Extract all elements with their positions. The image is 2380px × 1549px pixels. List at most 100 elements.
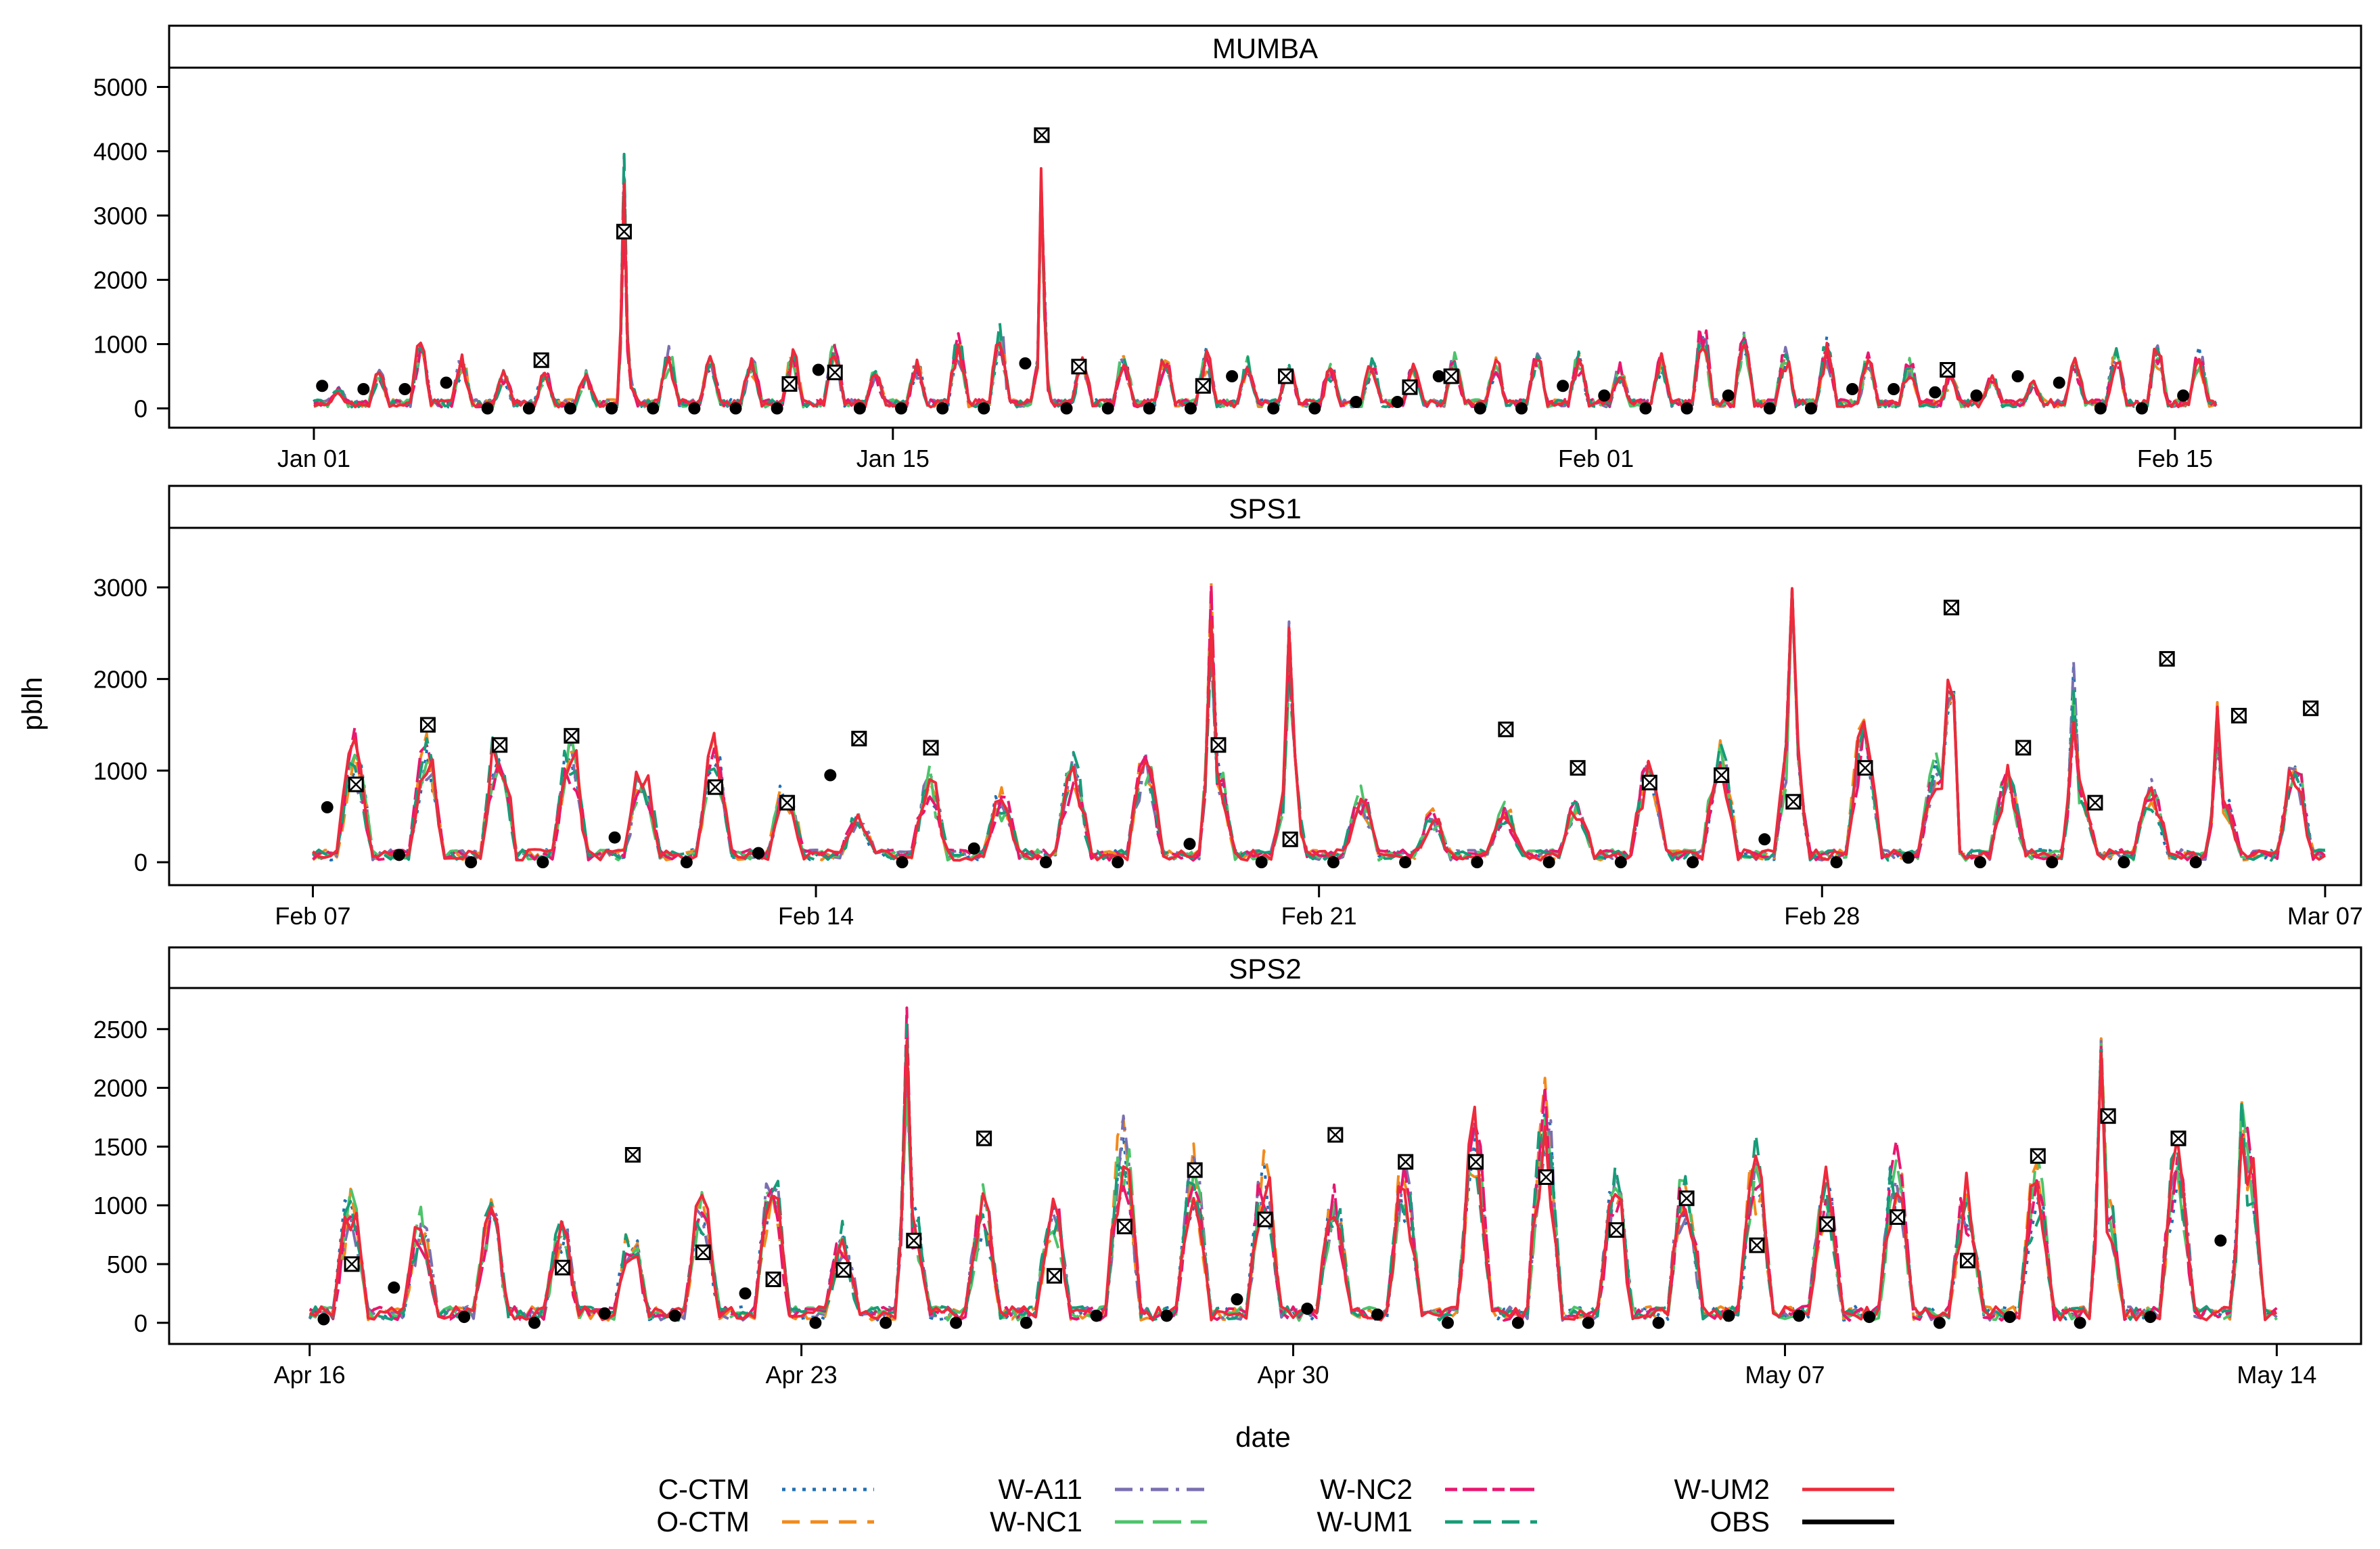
obs-marker-cross [1642, 775, 1657, 790]
obs-point-night [522, 402, 535, 415]
obs-point-day [1210, 737, 1227, 753]
legend-label: OBS [1710, 1506, 1770, 1537]
obs-marker-cross [1749, 1238, 1764, 1253]
obs-point-night [1183, 838, 1196, 851]
series-line-w-um1 [312, 587, 2326, 862]
obs-point-night [1793, 1309, 1806, 1322]
obs-point-night [1758, 833, 1771, 846]
obs-point-night [1143, 402, 1155, 415]
obs-marker-cross [976, 1131, 992, 1146]
legend-item-w-a11: W-A11 [999, 1473, 1207, 1505]
obs-point-night [739, 1287, 752, 1300]
obs-point-night [1040, 856, 1052, 869]
obs-point-night [1830, 856, 1843, 869]
obs-point-night [608, 831, 621, 844]
obs-point-day [2100, 1108, 2116, 1124]
obs-point-day [976, 1130, 992, 1146]
obs-point-night [950, 1316, 963, 1329]
legend-item-o-ctm: O-CTM [656, 1506, 874, 1537]
obs-point-night [1557, 380, 1570, 392]
legend-label: O-CTM [656, 1506, 750, 1537]
obs-marker-cross [923, 740, 938, 755]
obs-point-night [1060, 402, 1073, 415]
obs-point-night [895, 402, 908, 415]
obs-point-night [771, 402, 783, 415]
obs-point-night [1614, 856, 1627, 869]
obs-point-night [1267, 402, 1280, 415]
obs-marker-cross [1402, 380, 1417, 395]
y-tick-label: 5000 [93, 74, 147, 102]
obs-marker-cross [344, 1257, 359, 1272]
obs-marker-cross [1609, 1222, 1624, 1238]
obs-marker-cross [851, 731, 867, 746]
obs-marker-cross [1468, 1154, 1484, 1169]
obs-point-night [1184, 402, 1197, 415]
legend-label: W-NC1 [990, 1506, 1082, 1537]
obs-point-night [680, 856, 693, 869]
series-line-w-um2 [313, 166, 2218, 409]
obs-marker-cross [1940, 362, 1955, 378]
panel-frame [168, 485, 2362, 886]
obs-point-night [2003, 1311, 2016, 1324]
obs-point-night [458, 1311, 471, 1324]
y-tick-label: 1000 [93, 1192, 147, 1219]
obs-marker-cross [534, 353, 549, 368]
obs-marker-cross [2101, 1108, 2116, 1124]
obs-marker-cross [2303, 700, 2318, 716]
obs-marker-cross [906, 1233, 921, 1249]
obs-marker-cross [779, 795, 795, 811]
obs-point-day [1034, 127, 1050, 143]
obs-marker-cross [708, 780, 723, 795]
obs-point-night [2214, 1234, 2227, 1247]
obs-point-day [1959, 1253, 1975, 1269]
obs-point-day [836, 1262, 852, 1278]
obs-point-day [1678, 1190, 1695, 1207]
obs-marker-cross [1034, 127, 1049, 143]
obs-marker-cross [1570, 760, 1585, 776]
obs-point-day [1890, 1209, 1906, 1226]
obs-point-night [2053, 376, 2065, 389]
panel-mumba: MUMBA 0 1000 2000 3000 4000 5000 Jan 01 Jan 15 Fe… [93, 24, 2362, 472]
obs-marker-cross [2159, 651, 2175, 667]
obs-marker-cross [1679, 1190, 1694, 1206]
obs-point-night [2094, 402, 2107, 415]
obs-point-day [695, 1244, 711, 1261]
obs-point-night [465, 856, 478, 869]
obs-marker-cross [1858, 760, 1873, 776]
legend-label: W-UM2 [1674, 1473, 1770, 1505]
series-line-w-nc1 [308, 1043, 2278, 1322]
obs-point-day [1608, 1222, 1624, 1238]
x-tick-label: Feb 01 [1558, 445, 1634, 472]
obs-point-night [1432, 370, 1445, 382]
obs-marker-cross [564, 728, 579, 744]
obs-point-day [1538, 1169, 1554, 1185]
obs-point-day [779, 794, 796, 811]
obs-point-night [1804, 402, 1817, 415]
obs-point-night [1680, 402, 1693, 415]
obs-point-night [752, 847, 765, 859]
obs-point-night [967, 842, 980, 855]
obs-point-night [1231, 1293, 1243, 1306]
x-tick-label: Feb 14 [778, 902, 854, 930]
obs-point-night [1515, 402, 1528, 415]
obs-point-night [1019, 357, 1032, 369]
y-tick-label: 3000 [93, 574, 147, 602]
obs-point-night [1929, 386, 1942, 399]
obs-point-night [812, 363, 825, 376]
obs-marker-cross [2171, 1131, 2186, 1146]
obs-marker-cross [782, 376, 797, 392]
obs-marker-cross [1047, 1268, 1062, 1284]
x-tick-label: May 14 [2237, 1361, 2316, 1389]
obs-marker-cross [836, 1262, 851, 1278]
obs-point-night [1639, 402, 1652, 415]
obs-point-day [2015, 740, 2032, 756]
obs-point-night [392, 849, 405, 861]
obs-marker-cross [1538, 1169, 1554, 1185]
obs-point-night [440, 376, 453, 389]
obs-point-day [348, 776, 364, 792]
y-tick-label: 500 [107, 1251, 147, 1278]
obs-point-night [896, 856, 909, 869]
obs-marker-cross [2088, 795, 2103, 811]
obs-point-night [936, 402, 949, 415]
